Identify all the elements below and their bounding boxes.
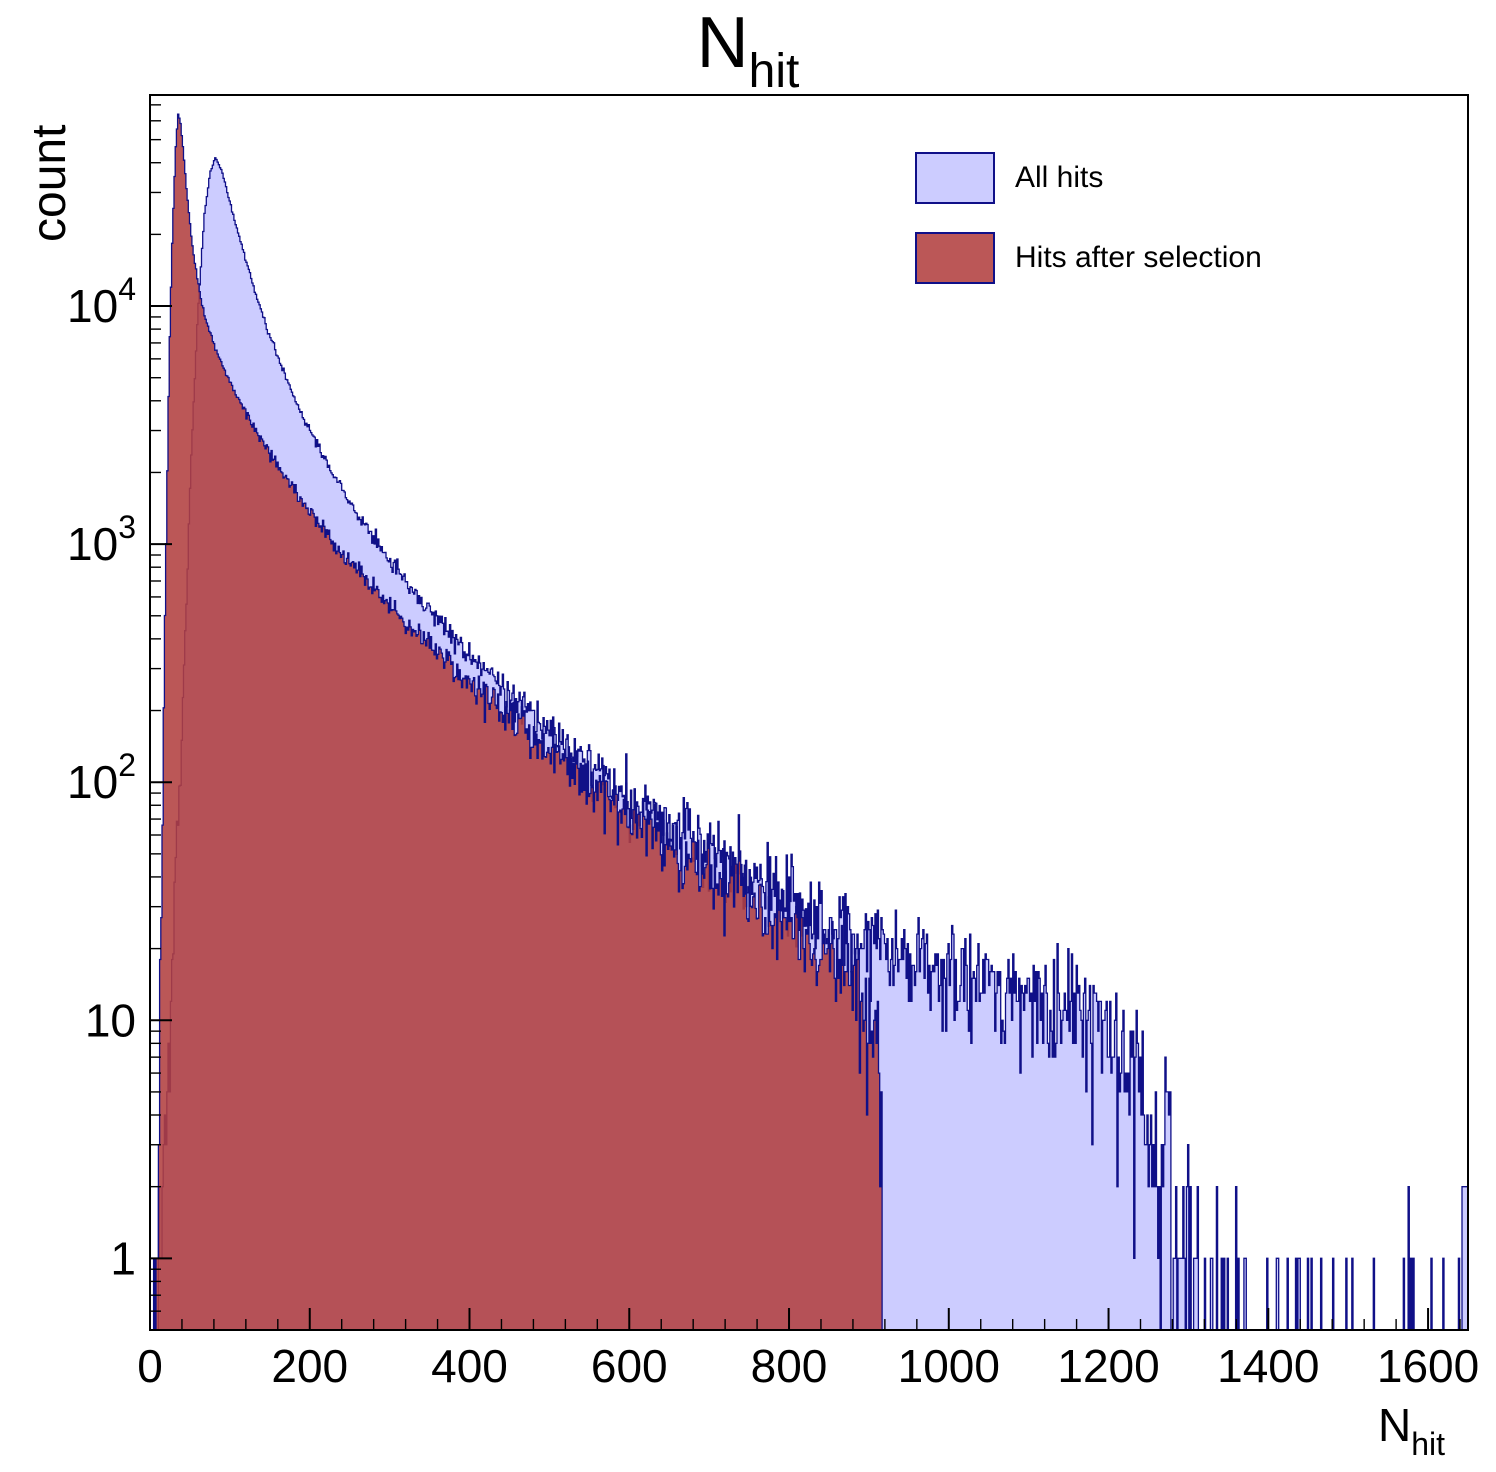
x-axis-tick-labels: 0 200 400 600 800 1000 1200 1400 1600 (137, 1340, 1479, 1392)
svg-text:600: 600 (591, 1340, 668, 1392)
series-area-hits-after-selection (150, 113, 1468, 1331)
legend-label-hits-after-selection: Hits after selection (1015, 241, 1262, 274)
svg-text:1000: 1000 (898, 1340, 1000, 1392)
svg-text:102: 102 (67, 747, 136, 808)
y-axis-title: count (23, 124, 76, 242)
x-axis-title-main: N (1378, 1399, 1412, 1451)
legend-entry-all-hits: All hits (915, 152, 1262, 204)
chart-title-sub: hit (748, 45, 800, 98)
svg-text:0: 0 (137, 1340, 163, 1392)
plot-frame (149, 94, 1469, 1331)
svg-text:1: 1 (110, 1232, 136, 1284)
svg-text:200: 200 (271, 1340, 348, 1392)
legend-entry-hits-after-selection: Hits after selection (915, 232, 1262, 284)
y-axis-ticks (150, 104, 172, 1331)
x-axis-title-sub: hit (1411, 1426, 1446, 1462)
chart-title-main: N (696, 3, 749, 83)
y-axis-tick-labels: 1 10 102 103 104 (67, 271, 136, 1284)
x-axis-ticks (149, 1308, 1461, 1330)
legend: All hits Hits after selection (915, 152, 1262, 312)
chart-title: Nhit (0, 2, 1496, 99)
svg-text:104: 104 (67, 271, 136, 332)
x-axis-title: Nhit (1378, 1398, 1445, 1463)
legend-label-all-hits: All hits (1015, 161, 1104, 194)
series-group (150, 113, 1469, 1331)
legend-swatch-hits-after-selection (915, 232, 995, 284)
svg-text:1600: 1600 (1377, 1340, 1479, 1392)
legend-swatch-all-hits (915, 152, 995, 204)
svg-text:103: 103 (67, 509, 136, 570)
svg-text:400: 400 (431, 1340, 508, 1392)
svg-text:1200: 1200 (1057, 1340, 1159, 1392)
svg-text:800: 800 (751, 1340, 828, 1392)
svg-text:10: 10 (85, 994, 136, 1046)
svg-text:1400: 1400 (1217, 1340, 1319, 1392)
